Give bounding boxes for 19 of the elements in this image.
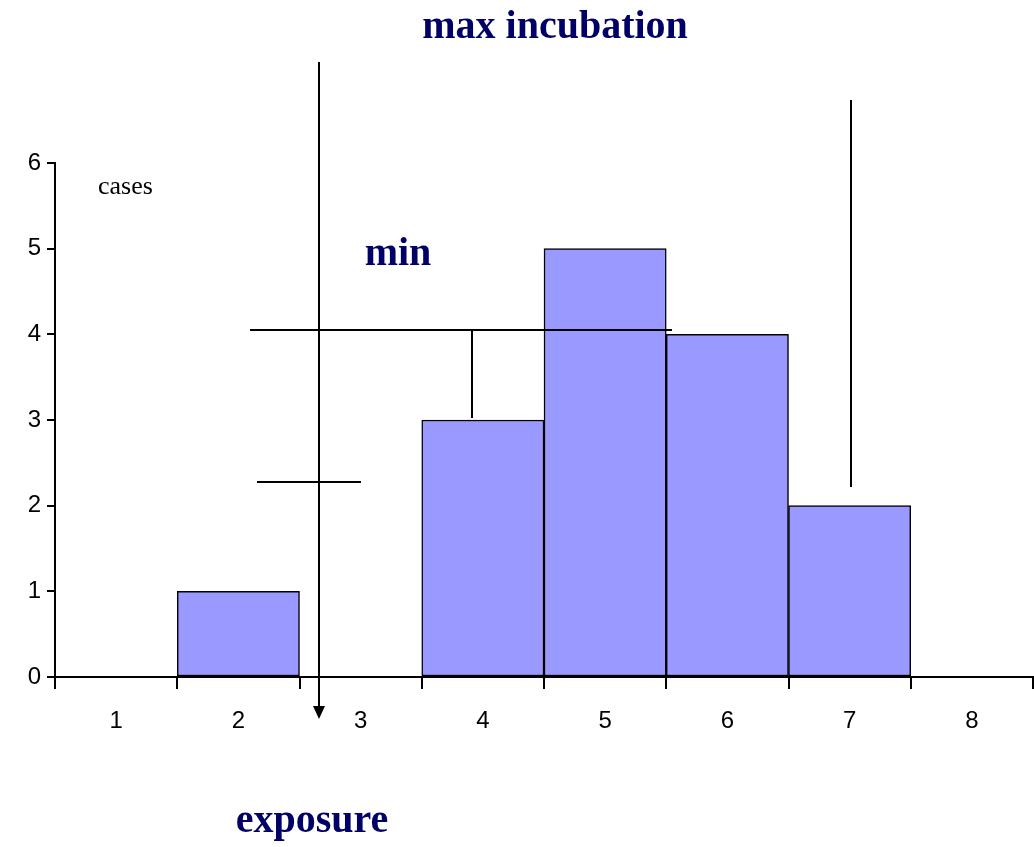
y-tick-label: 3 xyxy=(27,404,41,432)
y-tick-label: 5 xyxy=(27,233,41,261)
x-tick-label: 2 xyxy=(231,706,246,734)
text: exposure xyxy=(235,796,389,842)
x-tick-label: 7 xyxy=(842,706,857,734)
y-tick-label: 1 xyxy=(27,575,41,603)
x-tick-label: 5 xyxy=(598,706,612,734)
y-tick-label: 2 xyxy=(27,490,41,518)
y-axis-title: cases xyxy=(98,170,153,200)
y-tick-label: 0 xyxy=(27,661,41,689)
annotation: min xyxy=(364,229,432,275)
text: max incubation xyxy=(422,2,688,48)
x-tick-label: 6 xyxy=(720,706,735,734)
x-tick-label: 8 xyxy=(965,706,979,734)
y-tick-label: 6 xyxy=(27,147,41,175)
y-tick-label: 4 xyxy=(27,318,41,346)
x-tick-label: 4 xyxy=(476,706,490,734)
x-tick-label: 3 xyxy=(353,706,368,734)
x-tick-label: 1 xyxy=(109,706,123,734)
